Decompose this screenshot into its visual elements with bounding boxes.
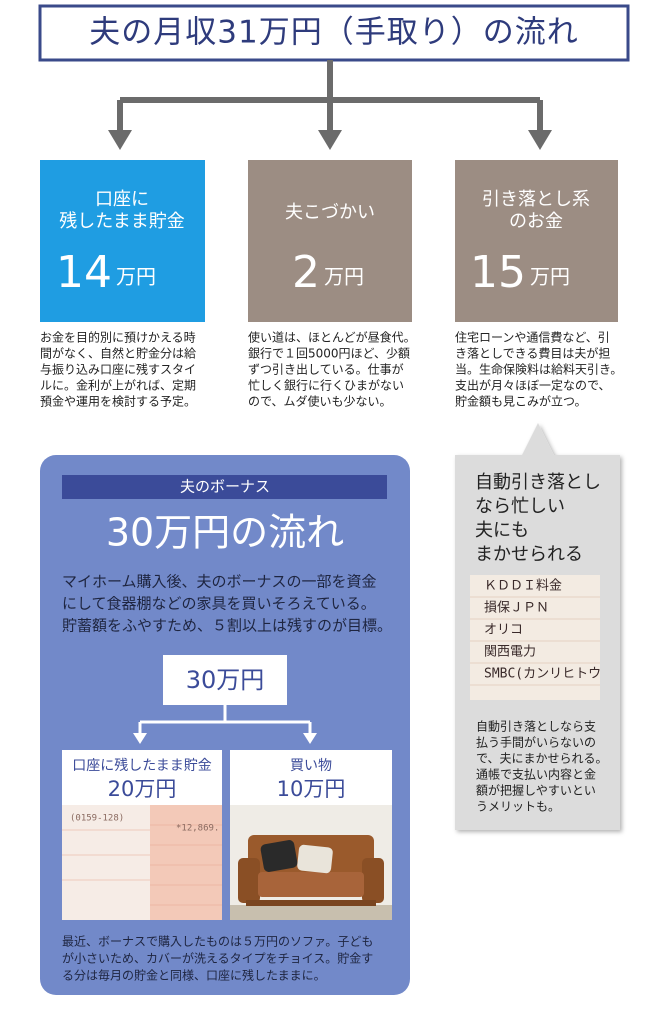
statement-row: 関西電力 — [484, 645, 536, 660]
column-description: 与振り込み口座に残すスタイ — [40, 363, 196, 377]
column-description: 銀行で１回5000円ほど、少額 — [248, 347, 410, 361]
column-description: ずつ引き出している。仕事が — [248, 362, 404, 377]
column-description: 支出が月々ほぼ一定なので、 — [455, 378, 611, 393]
callout-heading: なら忙しい — [475, 496, 565, 517]
column-label: 口座に — [95, 189, 149, 210]
callout-description: うメリットも。 — [476, 800, 560, 814]
column-description: 間がなく、自然と貯金分は給 — [40, 346, 196, 361]
column-label: のお金 — [509, 211, 563, 232]
bonus-intro: 貯蓄額をふやすため、５割以上は残すのが目標。 — [62, 617, 392, 635]
statement-row: オリコ — [484, 623, 523, 638]
branch-amount: 20万円 — [108, 777, 177, 801]
column-description: ルに。金利が上がれば、定期 — [40, 378, 196, 393]
column-unit: 万円 — [324, 265, 364, 289]
callout-description: 払う手間がいらないの — [476, 735, 596, 750]
bonus-connectors — [138, 705, 312, 735]
box-debits — [455, 160, 618, 322]
column-description: 貯金額も見こみが立つ。 — [455, 394, 587, 409]
callout-description: 通帳で支払い内容と金 — [476, 767, 596, 782]
bonus-note: る分は毎月の貯金と同様、口座に残したままに。 — [62, 968, 326, 983]
title-box — [38, 4, 630, 62]
passbook-text: *12,869. — [176, 824, 219, 834]
statement-row: ＫＤＤＩ料金 — [484, 579, 562, 594]
column-description: 住宅ローンや通信費など、引 — [455, 330, 610, 345]
statement-image — [470, 575, 600, 700]
passbook-text: (0159-128) — [70, 814, 124, 824]
statement-row: 損保ＪＰＮ — [484, 601, 549, 616]
bonus-header-bar — [62, 475, 387, 499]
column-unit: 万円 — [116, 265, 156, 289]
bonus-header: 夫のボーナス — [180, 478, 270, 496]
column-description: 使い道は、ほとんどが昼食代。 — [248, 330, 416, 345]
bonus-intro: にして食器棚などの家具を買いそろえている。 — [62, 595, 376, 613]
title: 夫の月収31万円（手取り）の流れ — [89, 15, 578, 51]
total-box — [163, 655, 287, 705]
callout-description: 額が把握しやすいとい — [476, 783, 596, 798]
arrowheads — [108, 130, 552, 150]
sofa-image — [230, 805, 392, 920]
column-amount: 15 — [470, 247, 526, 298]
bonus-title: 30万円の流れ — [106, 511, 344, 555]
column-description: き落としできる費目は夫が担 — [455, 346, 610, 361]
column-description: 当。生命保険料は給料天引き。 — [455, 362, 622, 377]
column-amount: 2 — [292, 247, 320, 298]
statement-row: SMBC(カンリヒトウ — [484, 667, 601, 682]
bonus-intro: マイホーム購入後、夫のボーナスの一部を資金 — [62, 573, 377, 591]
box-savings — [40, 160, 205, 322]
column-description: ので、ムダ使いも少ない。 — [248, 394, 392, 409]
column-description: お金を目的別に預けかえる時 — [40, 330, 196, 345]
callout-heading: 夫にも — [475, 520, 529, 541]
branch-box — [230, 750, 392, 805]
branch-amount: 10万円 — [277, 777, 346, 801]
bonus-note: 最近、ボーナスで購入したものは５万円のソファ。子ども — [62, 935, 373, 949]
bonus-total: 30万円 — [186, 666, 265, 694]
passbook-image — [62, 805, 222, 920]
branch-box — [62, 750, 222, 805]
column-label: 夫こづかい — [285, 202, 375, 223]
column-label: 引き落とし系 — [482, 189, 590, 210]
branch-label: 口座に残したまま貯金 — [72, 758, 212, 774]
column-unit: 万円 — [530, 265, 570, 289]
bonus-arrowheads — [133, 733, 317, 744]
callout-description: 自動引き落としなら支 — [476, 720, 596, 734]
callout-description: で、夫にまかせられる。 — [476, 752, 608, 766]
bonus-note: が小さいため、カバーが洗えるタイプをチョイス。貯金す — [62, 951, 373, 966]
callout-heading: まかせられる — [475, 544, 583, 565]
column-description: 預金や運用を検討する予定。 — [40, 395, 196, 409]
column-description: 忙しく銀行に行くひまがない — [248, 378, 404, 393]
callout-heading: 自動引き落とし — [475, 472, 601, 493]
connectors — [117, 60, 543, 132]
column-label: 残したまま貯金 — [59, 211, 184, 232]
branch-label: 買い物 — [290, 758, 332, 774]
column-amount: 14 — [56, 247, 112, 298]
box-allowance — [248, 160, 412, 322]
